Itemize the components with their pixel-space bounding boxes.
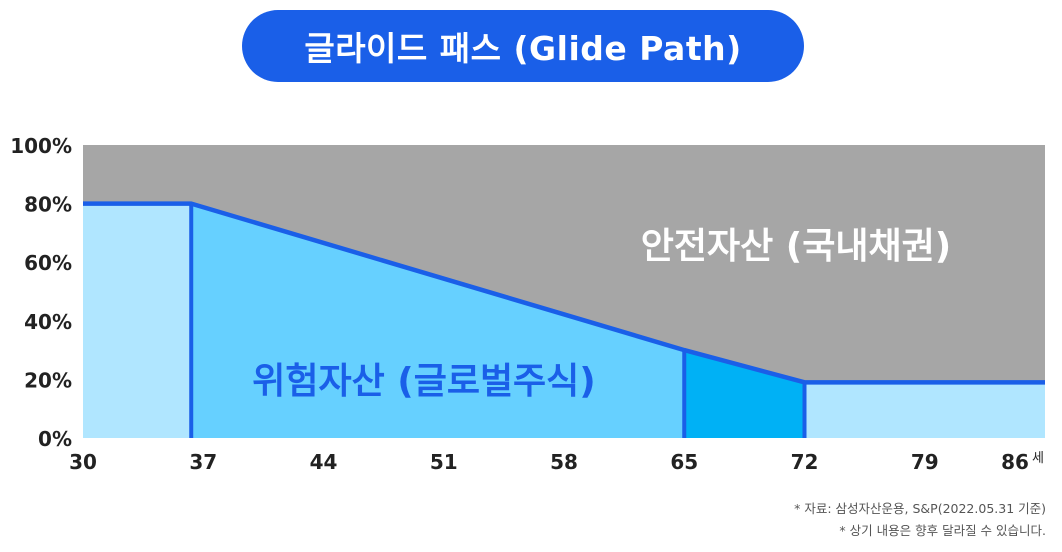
risky-asset-label: 위험자산 (글로벌주식) — [252, 361, 596, 402]
glide-path-line — [83, 201, 1045, 385]
footnote-disclaimer: * 상기 내용은 향후 달라질 수 있습니다. — [839, 523, 1046, 538]
risky-band-1 — [191, 203, 685, 438]
x-tick-label: 79 — [911, 450, 939, 474]
x-tick-label: 51 — [430, 450, 458, 474]
y-tick-label: 0% — [38, 427, 72, 451]
y-tick-label: 100% — [10, 134, 72, 158]
x-tick-label: 65 — [670, 450, 698, 474]
x-unit-label: 세 — [1032, 451, 1044, 466]
x-tick-label: 30 — [69, 450, 97, 474]
x-tick-label: 86 — [1001, 450, 1029, 474]
x-axis: 30 37 44 51 58 65 72 79 86 세 — [69, 450, 1044, 474]
y-tick-label: 80% — [24, 193, 72, 217]
x-tick-label: 37 — [189, 450, 217, 474]
plot-area — [83, 145, 1045, 438]
footnote-source: * 자료: 삼성자산운용, S&P(2022.05.31 기준) — [794, 501, 1046, 516]
x-tick-label: 72 — [791, 450, 819, 474]
risky-band-0 — [83, 203, 192, 438]
risky-band-3 — [804, 382, 1045, 438]
y-axis: 0% 20% 40% 60% 80% 100% — [10, 134, 72, 451]
y-tick-label: 20% — [24, 368, 72, 392]
y-tick-label: 40% — [24, 310, 72, 334]
chart-title: 글라이드 패스 (Glide Path) — [242, 10, 804, 82]
y-tick-label: 60% — [24, 251, 72, 275]
x-tick-label: 44 — [310, 450, 338, 474]
risky-band-2 — [684, 350, 805, 438]
safe-asset-label: 안전자산 (국내채권) — [641, 226, 951, 267]
x-tick-label: 58 — [550, 450, 578, 474]
